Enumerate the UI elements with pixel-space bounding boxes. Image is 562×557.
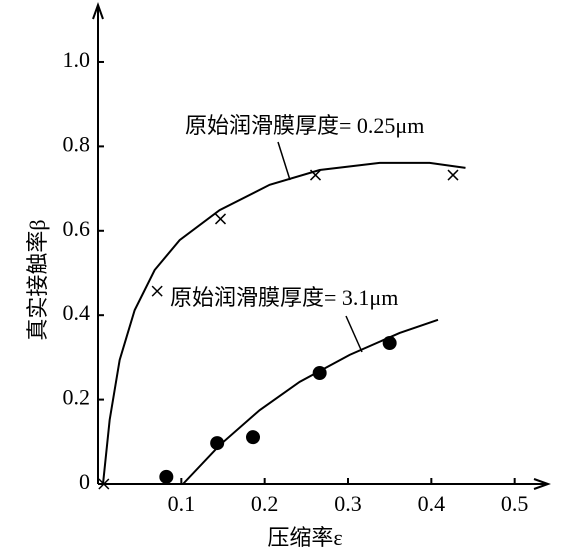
- dot-marker: [382, 336, 397, 351]
- x-tick-label: 0.4: [418, 491, 446, 516]
- x-axis-label: 压缩率ε: [267, 525, 342, 550]
- cross-stroke: [309, 169, 322, 181]
- cross-marker: [98, 478, 110, 490]
- y-arrow: [92, 2, 104, 20]
- cross-stroke: [151, 285, 163, 297]
- x-tick-label: 0.3: [334, 491, 362, 516]
- x-tick-label: 0.1: [168, 491, 196, 516]
- y-tick-label: 0.2: [63, 385, 91, 410]
- leader-line: [277, 141, 291, 181]
- y-tick-label: 1.0: [63, 47, 91, 72]
- y-tick-label: 0.4: [63, 300, 91, 325]
- cross-marker: [447, 169, 459, 181]
- dot-marker: [159, 469, 174, 484]
- series-annotation: 原始润滑膜厚度= 0.25μm: [185, 113, 424, 138]
- x-arrow: [533, 478, 551, 490]
- y-tick-label: 0.8: [63, 131, 91, 156]
- series-annotation: 原始润滑膜厚度= 3.1μm: [170, 285, 398, 310]
- cross-marker: [214, 213, 227, 225]
- cross-stroke: [447, 169, 459, 181]
- x-tick-label: 0.2: [251, 491, 279, 516]
- y-tick-label: 0: [79, 469, 90, 494]
- cross-stroke: [214, 213, 227, 225]
- cross-marker: [309, 169, 322, 181]
- dot-marker: [210, 436, 225, 451]
- fit-curve: [102, 161, 466, 485]
- leader-line: [345, 315, 363, 353]
- y-axis-label: 真实接触率β: [25, 219, 50, 340]
- dot-marker: [246, 430, 260, 445]
- y-tick-label: 0.6: [63, 216, 91, 241]
- cross-marker: [151, 285, 163, 297]
- dot-marker: [312, 366, 327, 381]
- x-tick-label: 0.5: [501, 491, 529, 516]
- cross-stroke: [98, 478, 110, 490]
- fit-curve: [182, 318, 439, 485]
